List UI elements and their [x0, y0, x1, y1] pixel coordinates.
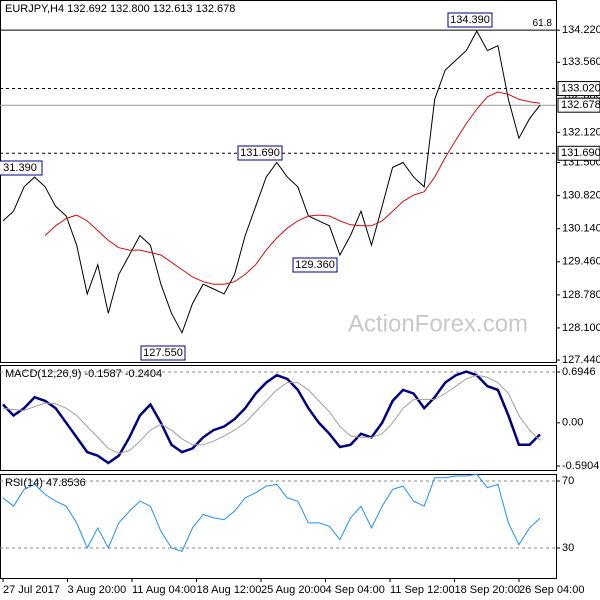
- level-label-box: [557, 145, 600, 161]
- level-label: 132.678: [561, 99, 600, 111]
- y-tick-label: 130.820: [562, 190, 600, 202]
- y-tick-label: 133.560: [562, 56, 600, 68]
- level-label-box: [557, 97, 600, 113]
- annotation: 131.690: [240, 147, 280, 159]
- level-label: 131.690: [561, 147, 600, 159]
- x-tick-label: 18 Sep 20:00: [455, 584, 520, 596]
- y-tick-label: 134.220: [562, 24, 600, 36]
- y-tick-label: 132.120: [562, 126, 600, 138]
- series-line: [2, 473, 541, 553]
- y-tick-label: 129.460: [562, 256, 600, 268]
- watermark: ActionForex.com: [348, 310, 528, 337]
- y-tick-label: 130.140: [562, 223, 600, 235]
- annotation: 31.390: [3, 162, 37, 174]
- level-label: 133.020: [561, 82, 600, 94]
- y-tick-label: 128.100: [562, 322, 600, 334]
- annotation-box: [292, 257, 338, 273]
- x-tick-label: 25 Aug 20:00: [261, 584, 326, 596]
- panel-frame: [0, 474, 557, 579]
- x-tick-label: 26 Sep 04:00: [519, 584, 584, 596]
- y-tick-label: 127.440: [562, 354, 600, 366]
- annotation-box: [237, 145, 283, 161]
- panel-title: EURJPY,H4 132.692 132.800 132.613 132.67…: [5, 3, 235, 15]
- annotation-box: [0, 160, 43, 176]
- y-tick-label: -0.5904: [562, 460, 599, 472]
- annotation: 129.360: [295, 259, 335, 271]
- annotation: 127.550: [143, 347, 183, 359]
- y-tick-label: 128.780: [562, 289, 600, 301]
- y-tick-label: 70: [562, 475, 574, 487]
- level-label-box: [557, 81, 600, 97]
- annotation-box: [447, 12, 493, 28]
- x-tick-label: 27 Jul 2017: [3, 584, 60, 596]
- level-label: 61.8: [533, 18, 553, 29]
- annotation: 134.390: [450, 14, 490, 26]
- y-tick-label: 0.00: [562, 417, 583, 429]
- panel-frame: [0, 365, 557, 471]
- series-line: [2, 374, 541, 455]
- y-tick-label: 30: [562, 542, 574, 554]
- annotation-box: [140, 345, 186, 361]
- y-tick-label: 0.6946: [562, 366, 596, 378]
- x-tick-label: 4 Sep 04:00: [326, 584, 385, 596]
- series-line: [44, 91, 541, 285]
- x-tick-label: 11 Aug 04:00: [132, 584, 196, 596]
- panel-title: MACD(12,26,9) -0.1587 -0.2404: [5, 368, 162, 380]
- x-tick-label: 3 Aug 20:00: [68, 584, 127, 596]
- x-tick-label: 18 Aug 12:00: [197, 584, 262, 596]
- panel-title: RSI(14) 47.8536: [5, 477, 86, 489]
- x-tick-label: 11 Sep 12:00: [390, 584, 455, 596]
- series-line: [2, 370, 541, 465]
- panel-frame: [0, 0, 557, 363]
- series-line: [2, 30, 541, 335]
